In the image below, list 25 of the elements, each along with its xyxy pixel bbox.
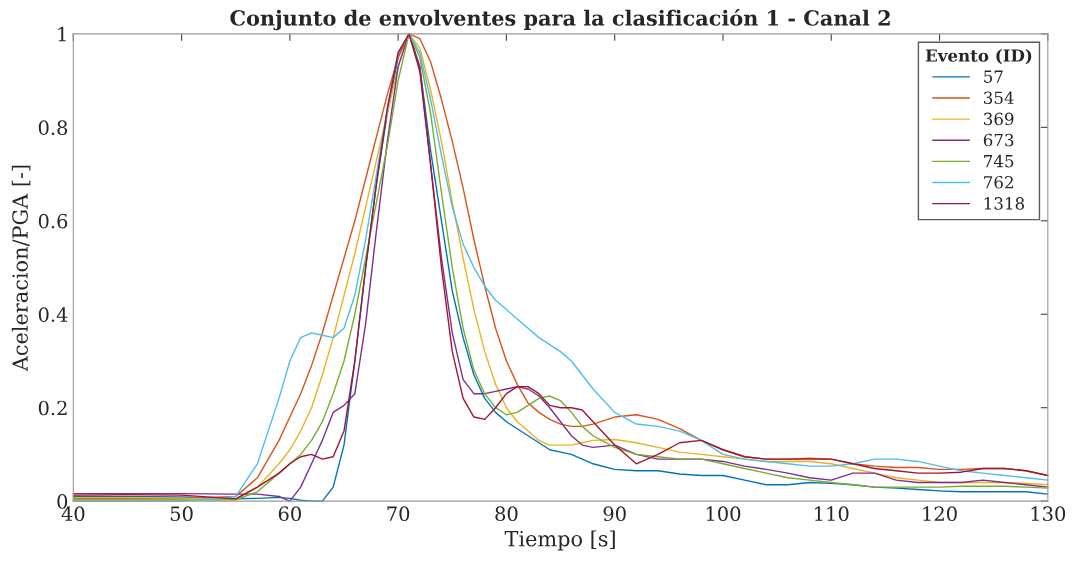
- x-axis-title: Tiempo [s]: [504, 530, 615, 551]
- legend-label: 673: [983, 133, 1014, 147]
- chart-title: Conjunto de envolventes para la clasificación 1 - Canal 2: [230, 8, 890, 31]
- x-tick-label: 70: [387, 506, 410, 522]
- y-tick-label: 1: [58, 26, 66, 42]
- y-tick-label: 0.8: [38, 120, 68, 136]
- x-tick-label: 60: [278, 506, 301, 522]
- legend-label: 369: [984, 112, 1014, 126]
- legend-label: 745: [984, 154, 1014, 168]
- x-tick-label: 120: [923, 506, 957, 522]
- legend-title: Evento (ID): [925, 48, 1032, 65]
- y-tick-label: 0.6: [38, 213, 68, 229]
- legend-label: 762: [984, 175, 1013, 189]
- x-tick-label: 110: [815, 506, 849, 522]
- y-tick-label: 0.2: [38, 400, 67, 416]
- y-axis-title: Aceleracion/PGA [-]: [11, 165, 31, 372]
- x-tick-label: 90: [603, 506, 626, 522]
- x-tick-label: 50: [170, 506, 193, 522]
- legend-label: 354: [984, 91, 1014, 105]
- legend-label: 1318: [984, 197, 1025, 210]
- y-tick-label: 0.4: [38, 307, 68, 322]
- x-tick-label: 130: [1031, 506, 1066, 522]
- x-tick-label: 100: [706, 506, 741, 522]
- legend-label: 57: [984, 70, 1003, 83]
- x-tick-label: 80: [495, 506, 518, 522]
